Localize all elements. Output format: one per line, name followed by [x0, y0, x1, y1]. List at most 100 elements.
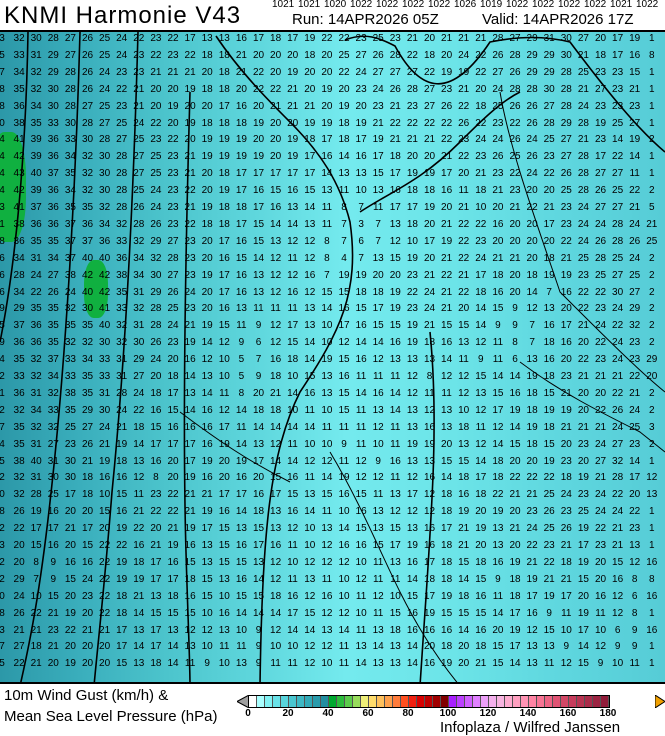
gust-value: 20 — [543, 235, 555, 247]
gust-value: 6 — [614, 624, 621, 636]
gust-value: 16 — [184, 590, 196, 602]
gust-value: 2 — [649, 269, 655, 281]
gust-value: 13 — [372, 624, 384, 636]
gust-value: 36 — [47, 134, 59, 146]
gust-value: 29 — [133, 354, 145, 366]
gust-value: 40 — [99, 320, 111, 332]
gust-value: 24 — [612, 421, 624, 433]
gust-value: 19 — [218, 185, 230, 197]
gust-value: 18 — [406, 185, 418, 197]
gust-value: 15 — [355, 523, 367, 535]
gust-value: 16 — [423, 523, 436, 535]
gust-value: 13 — [287, 202, 299, 213]
gust-value: 25 — [509, 151, 521, 163]
gust-value: 13 — [406, 421, 418, 433]
gust-value: 13 — [235, 658, 247, 670]
isobar-line — [20, 32, 81, 682]
gust-value: 5 — [649, 202, 655, 213]
gust-value: 14 — [406, 641, 418, 653]
gust-value: 14 — [304, 354, 316, 366]
gust-value: 10 — [389, 590, 401, 602]
gust-value: 18 — [270, 590, 282, 602]
gust-value: 16 — [64, 556, 76, 568]
gust-value: 13 — [133, 455, 145, 467]
gust-value: 35 — [47, 303, 59, 315]
gust-value: 20 — [150, 371, 162, 382]
gust-value: 20 — [594, 573, 607, 585]
gust-value: 20 — [81, 658, 94, 670]
gust-value: 22 — [543, 472, 555, 484]
gust-value: 17 — [389, 540, 401, 551]
colorbar-swatch — [417, 696, 425, 707]
gust-value: 16 — [287, 506, 299, 518]
gust-value: 14 — [252, 421, 265, 433]
gust-value: 18 — [543, 421, 555, 433]
gust-value: 21 — [441, 303, 453, 315]
gust-value: 19 — [560, 404, 572, 416]
gust-value: 11 — [287, 573, 298, 585]
gust-value: 17 — [150, 556, 162, 568]
colorbar-swatch — [249, 696, 257, 707]
gust-value: 27 — [167, 269, 179, 281]
gust-value: 22 — [560, 235, 572, 247]
gust-value: 10 — [287, 371, 299, 382]
gust-value: 16 — [543, 354, 555, 366]
gust-value: 32 — [81, 185, 94, 197]
gust-value: 9 — [375, 455, 381, 467]
gust-value: 28 — [560, 83, 572, 95]
gust-value: 15 — [304, 185, 316, 197]
gust-value: 19 — [116, 556, 128, 568]
colorbar-swatch — [281, 696, 289, 707]
gust-value: 19 — [252, 117, 265, 129]
gust-value: 13 — [235, 303, 247, 315]
gust-value: 25 — [492, 100, 504, 112]
gust-value: 21 — [577, 49, 589, 61]
gust-value: 17 — [252, 33, 265, 44]
gust-value: 35 — [64, 168, 76, 180]
colorbar-swatch — [593, 696, 601, 707]
coastline — [179, 411, 291, 483]
gust-value: 16 — [99, 472, 111, 484]
gust-value: 30 — [47, 100, 59, 112]
gust-value: 18 — [30, 641, 42, 653]
gust-value: 25 — [150, 168, 162, 180]
colorbar-over-arrow — [655, 695, 665, 708]
gust-value: 21 — [577, 371, 589, 382]
gust-value: 12 — [475, 404, 487, 416]
gust-value: 27 — [594, 83, 607, 95]
gust-value: 21 — [458, 83, 470, 95]
gust-value: 37 — [81, 235, 94, 247]
isobar-label: 1022 — [376, 0, 399, 10]
gust-value: 19 — [338, 100, 350, 112]
gust-value: 21 — [594, 472, 607, 484]
gust-value: 21 — [287, 100, 299, 112]
gust-value: 15 — [235, 252, 247, 264]
colorbar-swatch — [481, 696, 489, 707]
isobars — [0, 32, 665, 682]
gust-value: 1 — [649, 83, 655, 95]
gust-value: 16 — [235, 573, 247, 585]
gust-value: 12 — [287, 269, 299, 281]
gust-value: 13 — [355, 641, 367, 653]
gust-value: 22 — [458, 100, 470, 112]
gust-value: 25 — [577, 506, 589, 518]
gust-value: 27 — [99, 117, 111, 129]
gust-value: 16 — [492, 556, 504, 568]
gust-value: 33 — [99, 354, 111, 366]
gust-value: 21 — [509, 252, 521, 264]
isobar-label: 1022 — [532, 0, 555, 10]
gust-value: 15 — [458, 320, 470, 332]
gust-value: 28 — [116, 185, 128, 197]
gust-value: 17 — [406, 489, 418, 501]
gust-value: 18 — [184, 573, 196, 585]
gust-value: 36 — [116, 252, 128, 264]
gust-value: 17 — [167, 438, 179, 450]
gust-value: 10 — [372, 438, 384, 450]
gust-value: 15 — [372, 320, 384, 332]
gust-value: 31 — [30, 49, 42, 61]
gust-value: 21 — [64, 523, 76, 535]
gust-value: 21 — [492, 252, 504, 264]
gust-value: 14 — [338, 151, 350, 163]
gust-value: 24 — [594, 438, 607, 450]
colorbar-swatch — [385, 696, 393, 707]
